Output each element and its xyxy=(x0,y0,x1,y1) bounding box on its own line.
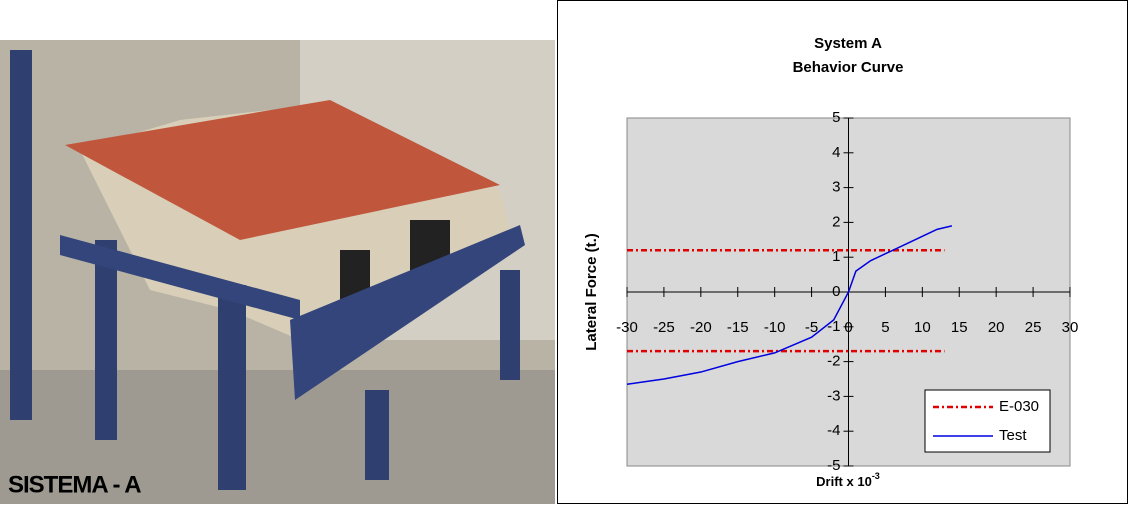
floor xyxy=(0,370,555,504)
x-tick-label: -20 xyxy=(690,319,712,336)
photo: SISTEMA - A xyxy=(0,40,555,504)
legend-label: Test xyxy=(999,427,1027,444)
x-axis-label: Drift x 10-3 xyxy=(816,471,880,489)
caption: SISTEMA - A xyxy=(8,471,141,498)
chart-title: System A xyxy=(814,35,882,52)
x-tick-label: 0 xyxy=(844,319,852,336)
x-tick-label: 30 xyxy=(1062,319,1079,336)
y-tick-label: -5 xyxy=(827,457,840,474)
legend-label: E-030 xyxy=(999,398,1039,415)
y-tick-label: 2 xyxy=(832,213,840,230)
y-axis-label: Lateral Force (t.) xyxy=(583,233,600,351)
y-tick-label: 1 xyxy=(832,248,840,265)
x-tick-label: 10 xyxy=(914,319,931,336)
legend-box xyxy=(924,389,1051,453)
y-tick-label: -4 xyxy=(827,422,840,439)
roof xyxy=(65,100,500,240)
y-tick-label: -2 xyxy=(827,353,840,370)
x-tick-label: -15 xyxy=(727,319,749,336)
column xyxy=(10,50,32,420)
x-tick-label: -10 xyxy=(764,319,786,336)
series-line xyxy=(626,225,953,385)
x-tick-label: 5 xyxy=(881,319,889,336)
beam xyxy=(60,235,300,320)
x-tick-label: 25 xyxy=(1025,319,1042,336)
x-tick-label: 20 xyxy=(988,319,1005,336)
x-axis-label-sup: -3 xyxy=(872,471,880,481)
chart-subtitle: Behavior Curve xyxy=(793,59,904,76)
series-line xyxy=(627,248,945,353)
x-tick-label: 15 xyxy=(951,319,968,336)
x-tick-label: -5 xyxy=(805,319,818,336)
column xyxy=(95,240,117,440)
column xyxy=(500,270,520,380)
x-tick-label: -30 xyxy=(616,319,638,336)
column xyxy=(218,285,246,490)
y-tick-label: 4 xyxy=(832,144,840,161)
y-tick-label: 0 xyxy=(832,283,840,300)
x-axis-label-text: Drift x 10 xyxy=(816,474,872,489)
column xyxy=(365,390,389,480)
y-tick-label: 3 xyxy=(832,179,840,196)
y-tick-label: -3 xyxy=(827,387,840,404)
y-tick-label: 5 xyxy=(832,109,840,126)
beam xyxy=(290,225,525,400)
x-tick-label: -25 xyxy=(653,319,675,336)
